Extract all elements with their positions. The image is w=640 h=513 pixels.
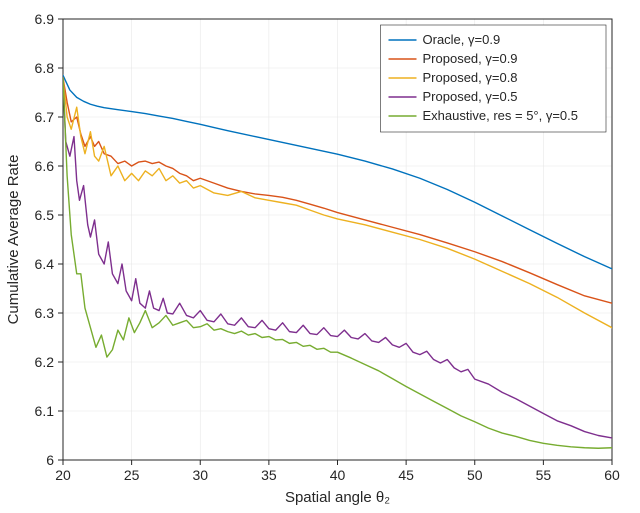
x-tick-label: 25 — [124, 467, 140, 483]
legend: Oracle, γ=0.9 Proposed, γ=0.9 Proposed, γ=… — [381, 25, 607, 132]
legend-label: Proposed, γ=0.8 — [423, 70, 518, 85]
legend-label: Exhaustive, res = 5°, γ=0.5 — [423, 108, 579, 123]
x-axis-label: Spatial angle θ₂ — [285, 489, 390, 506]
y-tick-label: 6.7 — [35, 109, 55, 125]
x-tick-label: 50 — [467, 467, 483, 483]
chart-container: 20 25 30 35 40 45 50 55 60 6 6.1 6.2 6.3 6.4 6.5 6.6 6.7… — [0, 0, 640, 513]
legend-label: Proposed, γ=0.5 — [423, 89, 518, 104]
line-chart: 20 25 30 35 40 45 50 55 60 6 6.1 6.2 6.3 6.4 6.5 6.6 6.7… — [0, 0, 640, 513]
legend-label: Proposed, γ=0.9 — [423, 51, 518, 66]
y-tick-label: 6.4 — [35, 256, 55, 272]
x-tick-label: 30 — [192, 467, 208, 483]
y-tick-label: 6 — [46, 452, 54, 468]
y-axis-label: Cumulative Average Rate — [5, 155, 22, 325]
x-tick-label: 60 — [604, 467, 620, 483]
x-tick-label: 45 — [398, 467, 414, 483]
x-tick-label: 20 — [55, 467, 71, 483]
x-tick-label: 55 — [536, 467, 552, 483]
y-tick-label: 6.5 — [35, 207, 55, 223]
x-tick-label: 35 — [261, 467, 277, 483]
y-tick-label: 6.6 — [35, 158, 55, 174]
x-tick-label: 40 — [330, 467, 346, 483]
y-tick-label: 6.3 — [35, 305, 55, 321]
y-tick-label: 6.1 — [35, 403, 55, 419]
y-tick-label: 6.2 — [35, 354, 55, 370]
legend-label: Oracle, γ=0.9 — [423, 32, 501, 47]
y-tick-label: 6.9 — [35, 11, 55, 27]
y-tick-label: 6.8 — [35, 60, 55, 76]
